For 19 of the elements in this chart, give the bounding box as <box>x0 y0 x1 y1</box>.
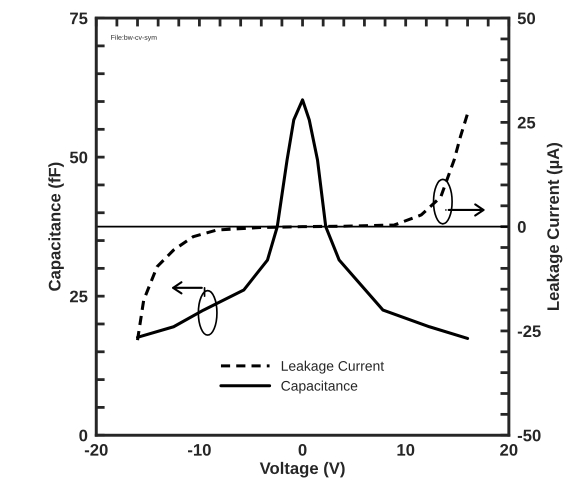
x-tick-label: -20 <box>84 444 108 456</box>
y-tick-label: 0 <box>79 430 88 442</box>
y-tick-label: 50 <box>70 152 88 164</box>
y-tick-label: 75 <box>70 12 88 24</box>
x-axis-title: Voltage (V) <box>260 462 345 478</box>
y2-tick-label: 0 <box>518 221 526 233</box>
legend-label: Capacitance <box>281 380 358 394</box>
x-tick-label: 0 <box>298 444 306 456</box>
x-tick-label: -10 <box>188 444 211 456</box>
y2-axis-title: Leakage Current (µA) <box>546 143 562 310</box>
x-tick-label: 10 <box>397 444 414 456</box>
y2-tick-label: 50 <box>518 12 536 24</box>
legend-label: Leakage Current <box>282 360 384 374</box>
x-tick-label: 20 <box>500 444 518 456</box>
y-tick-label: 25 <box>70 290 88 302</box>
y-axis-title: Capacitance (fF) <box>48 162 64 291</box>
y2-tick-label: -50 <box>518 430 541 442</box>
y2-tick-label: 25 <box>518 116 536 129</box>
y2-tick-label: -25 <box>518 325 541 338</box>
